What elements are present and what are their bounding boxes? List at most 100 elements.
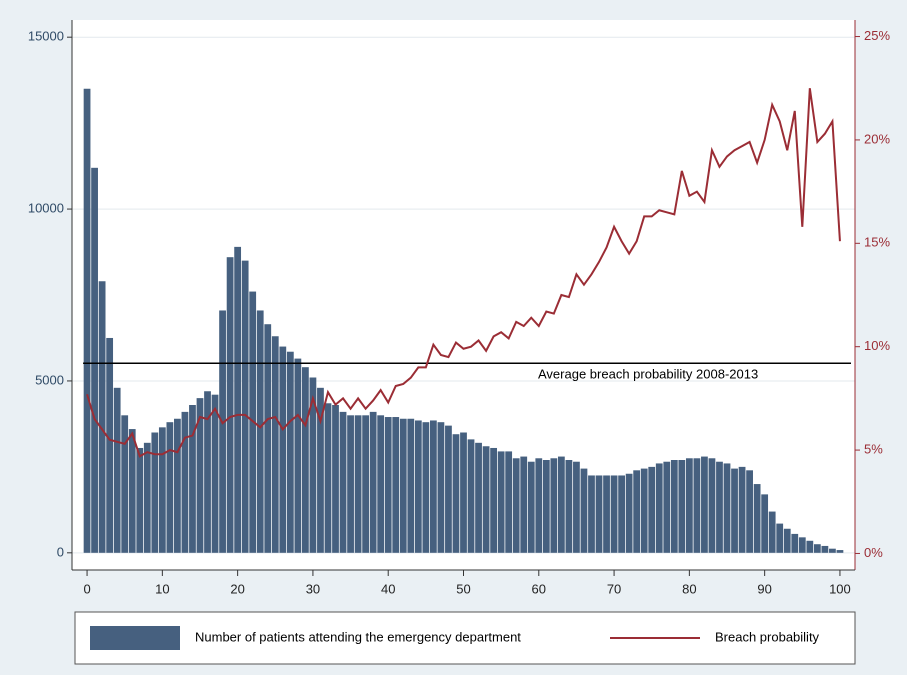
bar — [482, 446, 490, 553]
bar — [821, 545, 829, 553]
bar — [309, 377, 317, 553]
bar — [678, 460, 686, 553]
bar — [731, 468, 738, 553]
bar — [618, 475, 625, 553]
bar — [761, 494, 769, 553]
bar — [580, 468, 588, 553]
bar — [143, 442, 151, 553]
bar — [174, 418, 181, 553]
x-tick-label: 60 — [532, 581, 546, 596]
bar — [798, 537, 806, 553]
bar — [83, 88, 91, 553]
bar — [640, 468, 648, 553]
legend-swatch — [90, 626, 180, 650]
bar — [106, 337, 114, 553]
y2-tick-label: 20% — [864, 131, 890, 146]
bar — [151, 432, 159, 553]
bar — [384, 417, 392, 553]
bar — [437, 422, 445, 553]
bar — [354, 415, 362, 553]
x-tick-label: 30 — [306, 581, 320, 596]
y-tick-label: 10000 — [28, 201, 64, 216]
bar — [136, 447, 144, 553]
bar — [91, 167, 98, 553]
bar — [166, 422, 174, 553]
bar — [392, 417, 400, 553]
legend-box — [74, 611, 856, 665]
x-tick-label: 70 — [607, 581, 621, 596]
x-tick-label: 0 — [83, 581, 90, 596]
bar — [588, 475, 595, 553]
bar — [746, 470, 753, 553]
bar — [294, 358, 302, 553]
bar — [414, 420, 422, 553]
bar — [286, 351, 294, 553]
bar — [121, 415, 129, 553]
y-tick-label: 5000 — [35, 372, 64, 387]
bar — [98, 281, 106, 553]
bar — [452, 434, 460, 553]
bar — [557, 456, 565, 553]
bar — [542, 460, 550, 553]
bar — [234, 246, 242, 553]
legend-label: Number of patients attending the emergen… — [195, 629, 521, 644]
bar — [693, 458, 701, 553]
bar — [211, 394, 219, 553]
bar — [535, 458, 543, 553]
bar — [625, 473, 633, 553]
annotation: Average breach probability 2008-2013 — [538, 367, 758, 382]
bar — [271, 336, 279, 553]
bar — [279, 346, 287, 553]
y-tick-label: 15000 — [28, 29, 64, 44]
bar — [362, 415, 370, 553]
bar — [648, 466, 656, 553]
y2-tick-label: 15% — [864, 235, 890, 250]
bar — [490, 447, 498, 553]
x-tick-label: 40 — [381, 581, 395, 596]
bar — [603, 475, 610, 553]
bar — [716, 461, 723, 553]
bar — [241, 260, 249, 553]
bar — [633, 470, 641, 553]
x-tick-label: 90 — [757, 581, 771, 596]
bar — [565, 460, 573, 553]
bar — [429, 420, 437, 553]
bar — [475, 442, 482, 553]
bar — [226, 257, 234, 553]
bar — [670, 460, 678, 553]
bar — [332, 405, 339, 553]
bar — [505, 451, 513, 553]
bar — [813, 544, 821, 553]
x-tick-label: 50 — [456, 581, 470, 596]
bar — [347, 415, 354, 553]
bar — [302, 367, 309, 553]
bar — [783, 528, 791, 553]
bar — [776, 523, 784, 553]
x-tick-label: 20 — [230, 581, 244, 596]
bar — [836, 550, 844, 553]
bar — [324, 403, 332, 553]
y2-tick-label: 10% — [864, 338, 890, 353]
bar — [445, 425, 452, 553]
bar — [317, 387, 324, 553]
bar — [791, 533, 799, 553]
bar — [219, 310, 226, 553]
bar — [189, 405, 196, 553]
y2-tick-label: 5% — [864, 442, 883, 457]
bar — [158, 427, 166, 553]
bar — [829, 548, 836, 553]
bar — [655, 463, 663, 553]
bar — [399, 418, 407, 553]
bar — [512, 458, 520, 553]
bar — [369, 411, 377, 553]
line — [86, 88, 841, 458]
bar — [128, 429, 136, 553]
bar — [497, 451, 505, 553]
bar — [196, 398, 204, 553]
bar — [708, 458, 716, 553]
bar — [113, 387, 121, 553]
y2-tick-label: 0% — [864, 545, 883, 560]
bar — [550, 458, 558, 553]
bar — [377, 415, 385, 553]
